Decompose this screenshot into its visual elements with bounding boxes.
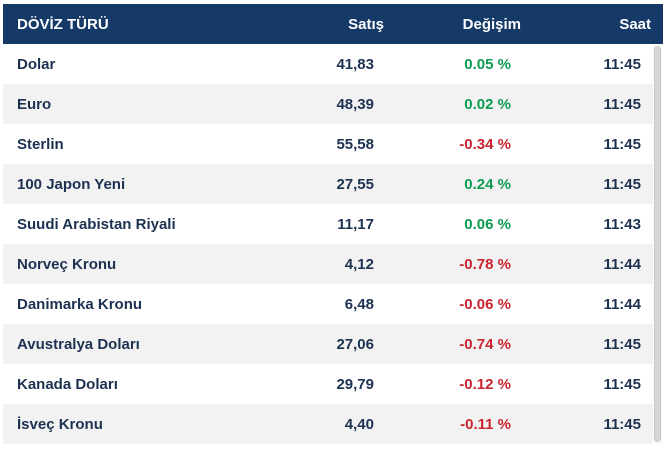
table-header: DÖVİZ TÜRÜ Satış Değişim Saat xyxy=(3,4,663,44)
table-row: Dolar 41,83 0.05 % 11:45 xyxy=(3,44,653,84)
currency-name-cell: Danimarka Kronu xyxy=(17,295,143,313)
table-row: 100 Japon Yeni 27,55 0.24 % 11:45 xyxy=(3,164,653,204)
time-cell: 11:45 xyxy=(603,415,641,433)
time-cell: 11:43 xyxy=(603,215,641,233)
time-cell: 11:45 xyxy=(603,335,641,353)
table-row: Suudi Arabistan Riyali 11,17 0.06 % 11:43 xyxy=(3,204,653,244)
table-row: Kanada Doları 29,79 -0.12 % 11:45 xyxy=(3,364,653,404)
sell-price-cell: 6,48 xyxy=(344,295,374,313)
change-cell: 0.24 % xyxy=(464,175,511,193)
sell-price-cell: 27,55 xyxy=(336,175,374,193)
change-cell: -0.11 % xyxy=(460,415,511,433)
sell-price-cell: 55,58 xyxy=(336,135,374,153)
change-cell: 0.02 % xyxy=(464,95,511,113)
time-cell: 11:44 xyxy=(603,255,641,273)
currency-name-cell: Norveç Kronu xyxy=(17,255,117,273)
header-sell: Satış xyxy=(348,15,384,33)
time-cell: 11:45 xyxy=(603,55,641,73)
time-cell: 11:45 xyxy=(603,95,641,113)
change-cell: -0.78 % xyxy=(459,255,511,273)
time-cell: 11:45 xyxy=(603,175,641,193)
time-cell: 11:45 xyxy=(603,135,641,153)
sell-price-cell: 29,79 xyxy=(336,375,374,393)
currency-name-cell: Euro xyxy=(17,95,52,113)
change-cell: -0.34 % xyxy=(459,135,511,153)
sell-price-cell: 41,83 xyxy=(336,55,374,73)
scrollbar-thumb[interactable] xyxy=(654,46,661,442)
change-cell: 0.06 % xyxy=(464,215,511,233)
time-cell: 11:44 xyxy=(603,295,641,313)
sell-price-cell: 11,17 xyxy=(337,215,374,233)
currency-name-cell: Dolar xyxy=(17,55,56,73)
sell-price-cell: 4,40 xyxy=(344,415,374,433)
table-body: Dolar 41,83 0.05 % 11:45 Euro 48,39 0.02 % 11:4… xyxy=(3,44,653,444)
header-currency-type: DÖVİZ TÜRÜ xyxy=(17,15,109,33)
change-cell: -0.06 % xyxy=(459,295,511,313)
change-cell: 0.05 % xyxy=(464,55,511,73)
time-cell: 11:45 xyxy=(603,375,641,393)
table-row: Norveç Kronu 4,12 -0.78 % 11:44 xyxy=(3,244,653,284)
currency-name-cell: Kanada Doları xyxy=(17,375,118,393)
currency-name-cell: 100 Japon Yeni xyxy=(17,175,126,193)
vertical-scrollbar[interactable] xyxy=(653,44,662,444)
currency-name-cell: Suudi Arabistan Riyali xyxy=(17,215,176,233)
sell-price-cell: 48,39 xyxy=(336,95,374,113)
table-row: Euro 48,39 0.02 % 11:45 xyxy=(3,84,653,124)
change-cell: -0.12 % xyxy=(459,375,511,393)
table-row: Danimarka Kronu 6,48 -0.06 % 11:44 xyxy=(3,284,653,324)
table-row: Sterlin 55,58 -0.34 % 11:45 xyxy=(3,124,653,164)
currency-name-cell: Avustralya Doları xyxy=(17,335,140,353)
currency-name-cell: İsveç Kronu xyxy=(17,415,103,433)
header-change: Değişim xyxy=(462,15,521,33)
sell-price-cell: 27,06 xyxy=(336,335,374,353)
currency-name-cell: Sterlin xyxy=(17,135,64,153)
change-cell: -0.74 % xyxy=(459,335,511,353)
table-row: Avustralya Doları 27,06 -0.74 % 11:45 xyxy=(3,324,653,364)
sell-price-cell: 4,12 xyxy=(344,255,374,273)
table-row: İsveç Kronu 4,40 -0.11 % 11:45 xyxy=(3,404,653,444)
header-time: Saat xyxy=(619,15,651,33)
